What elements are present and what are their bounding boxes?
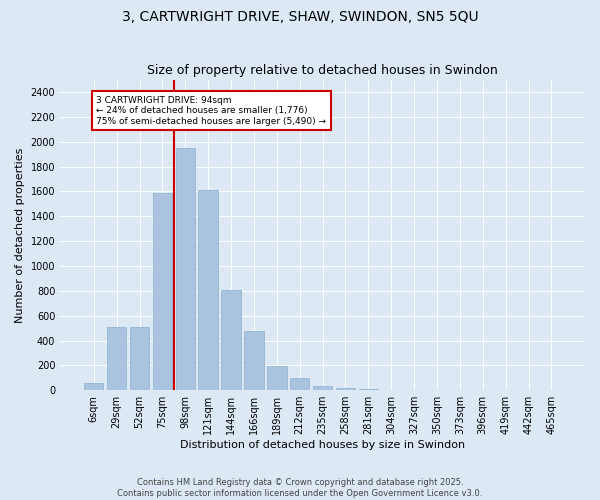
X-axis label: Distribution of detached houses by size in Swindon: Distribution of detached houses by size …	[180, 440, 465, 450]
Bar	[336, 388, 355, 390]
Bar	[107, 327, 127, 390]
Bar	[244, 330, 263, 390]
Bar	[359, 389, 378, 390]
Bar	[221, 290, 241, 390]
Bar	[130, 327, 149, 390]
Y-axis label: Number of detached properties: Number of detached properties	[15, 147, 25, 322]
Bar	[152, 192, 172, 390]
Bar	[267, 366, 287, 390]
Text: 3, CARTWRIGHT DRIVE, SHAW, SWINDON, SN5 5QU: 3, CARTWRIGHT DRIVE, SHAW, SWINDON, SN5 …	[122, 10, 478, 24]
Title: Size of property relative to detached houses in Swindon: Size of property relative to detached ho…	[147, 64, 498, 77]
Bar	[313, 386, 332, 390]
Bar	[290, 378, 310, 390]
Bar	[176, 148, 195, 390]
Bar	[84, 384, 103, 390]
Bar	[199, 190, 218, 390]
Text: 3 CARTWRIGHT DRIVE: 94sqm
← 24% of detached houses are smaller (1,776)
75% of se: 3 CARTWRIGHT DRIVE: 94sqm ← 24% of detac…	[96, 96, 326, 126]
Text: Contains HM Land Registry data © Crown copyright and database right 2025.
Contai: Contains HM Land Registry data © Crown c…	[118, 478, 482, 498]
